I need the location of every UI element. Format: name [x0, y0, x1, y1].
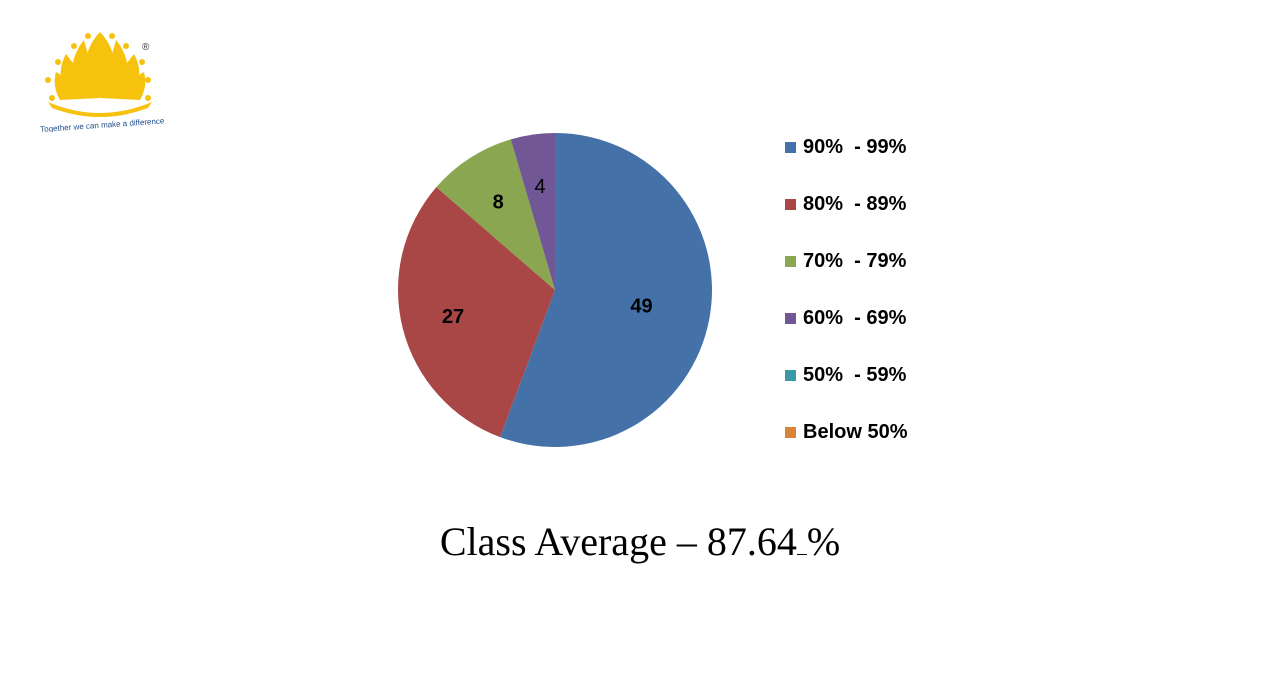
- legend-label: 50% - 59%: [803, 364, 907, 386]
- pie-data-label-0: 49: [630, 296, 652, 318]
- pie-data-label-2: 8: [493, 192, 504, 214]
- logo-tagline: Together we can make a difference: [40, 116, 165, 132]
- legend-swatch: [785, 370, 796, 381]
- pie-slice-0: [500, 133, 712, 447]
- chart-legend: 90% - 99% 80% - 89% 70% - 79% 60% - 69% 50% …: [785, 134, 1045, 476]
- legend-label: Below 50%: [803, 421, 908, 443]
- class-average-label: Class Average – 87.64: [439, 519, 797, 564]
- legend-item: Below 50%: [785, 419, 1045, 476]
- legend-label: 60% - 69%: [803, 307, 907, 329]
- registered-mark: ®: [142, 42, 150, 53]
- class-average-separator: [796, 520, 807, 555]
- legend-item: 80% - 89%: [785, 191, 1045, 248]
- legend-swatch: [785, 256, 796, 267]
- pie-slice-1: [398, 187, 555, 438]
- pie-chart: 49 27 8 4: [398, 133, 712, 447]
- legend-swatch: [785, 142, 796, 153]
- pie-data-label-3: 4: [534, 176, 545, 198]
- legend-item: 90% - 99%: [785, 134, 1045, 191]
- class-average-unit: %: [806, 519, 841, 564]
- sunburst-logo-icon: ® Together we can make a difference: [40, 32, 165, 134]
- pie-slice-3: [510, 133, 555, 290]
- legend-item: 50% - 59%: [785, 362, 1045, 419]
- legend-swatch: [785, 313, 796, 324]
- legend-label: 80% - 89%: [803, 193, 907, 215]
- class-average: Class Average – 87.64%: [0, 518, 1280, 565]
- legend-label: 90% - 99%: [803, 136, 907, 158]
- pie-data-label-1: 27: [442, 306, 464, 328]
- company-logo: ® Together we can make a difference: [38, 28, 168, 134]
- legend-item: 60% - 69%: [785, 305, 1045, 362]
- legend-item: 70% - 79%: [785, 248, 1045, 305]
- legend-swatch: [785, 199, 796, 210]
- pie-slice-2: [436, 139, 555, 290]
- legend-label: 70% - 79%: [803, 250, 907, 272]
- legend-swatch: [785, 427, 796, 438]
